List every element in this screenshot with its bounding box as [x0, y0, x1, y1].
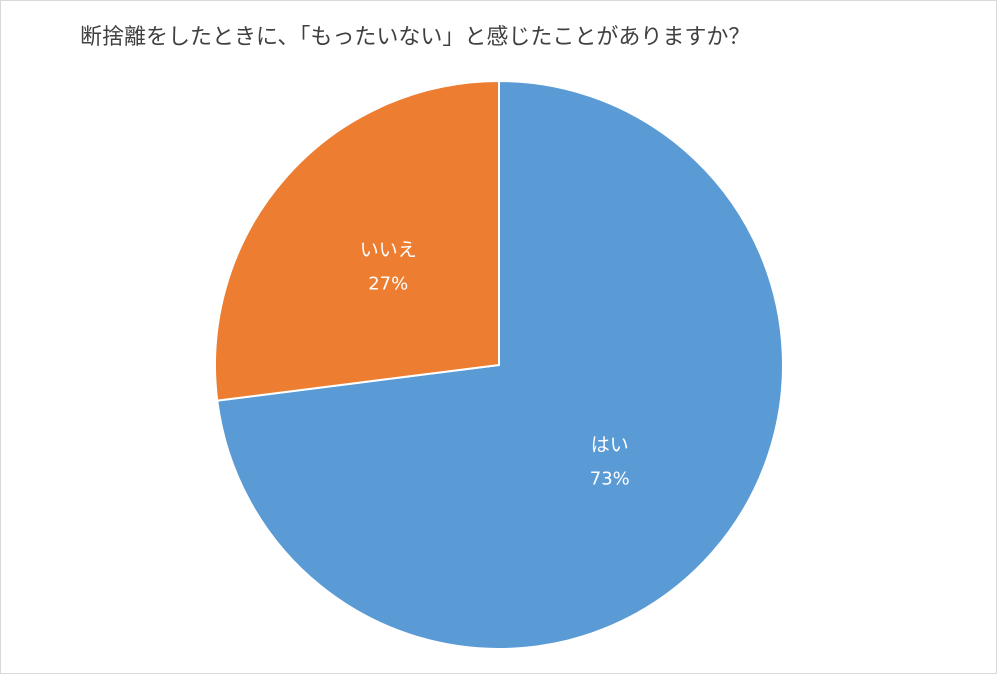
slice-category-label: はい — [591, 434, 629, 456]
slice-value-label: 27% — [368, 273, 408, 294]
chart-title: 断捨離をしたときに、「もったいない」と感じたことがありますか？ — [80, 25, 750, 50]
pie-slice — [216, 79, 784, 650]
slice-category-label: いいえ — [360, 239, 417, 261]
slice-value-label: 73% — [590, 469, 630, 490]
pie-slice — [214, 79, 500, 402]
